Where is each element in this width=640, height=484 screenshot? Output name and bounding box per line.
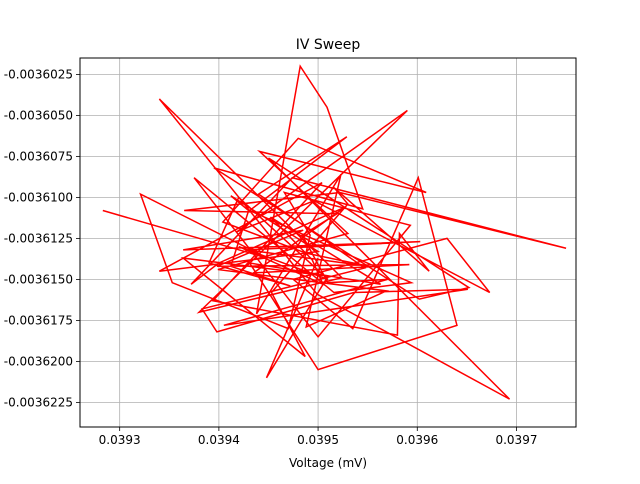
series-layer bbox=[102, 64, 567, 400]
y-tick-label: -0.0036200 bbox=[4, 354, 73, 368]
y-tick-label: -0.0036225 bbox=[4, 395, 73, 409]
chart-title: IV Sweep bbox=[296, 37, 361, 53]
series-line bbox=[102, 64, 567, 400]
y-tick-label: -0.0036050 bbox=[4, 108, 73, 122]
x-tick-label: 0.0396 bbox=[396, 433, 438, 447]
x-tick-label: 0.0395 bbox=[297, 433, 339, 447]
plot-area-frame bbox=[79, 57, 577, 428]
y-axis-ticks: -0.0036025 -0.0036050 -0.0036075 -0.0036100… bbox=[4, 67, 80, 409]
y-tick-label: -0.0036025 bbox=[4, 67, 73, 81]
x-tick-label: 0.0394 bbox=[198, 433, 240, 447]
y-tick-label: -0.0036075 bbox=[4, 149, 73, 163]
y-tick-label: -0.0036175 bbox=[4, 313, 73, 327]
grid bbox=[80, 58, 576, 427]
y-tick-label: -0.0036125 bbox=[4, 231, 73, 245]
x-tick-label: 0.0393 bbox=[99, 433, 141, 447]
y-tick-label: -0.0036150 bbox=[4, 272, 73, 286]
y-tick-label: -0.0036100 bbox=[4, 190, 73, 204]
x-axis-label: Voltage (mV) bbox=[289, 456, 367, 470]
x-axis-ticks: 0.0393 0.0394 0.0395 0.0396 0.0397 bbox=[99, 427, 537, 447]
x-tick-label: 0.0397 bbox=[495, 433, 537, 447]
